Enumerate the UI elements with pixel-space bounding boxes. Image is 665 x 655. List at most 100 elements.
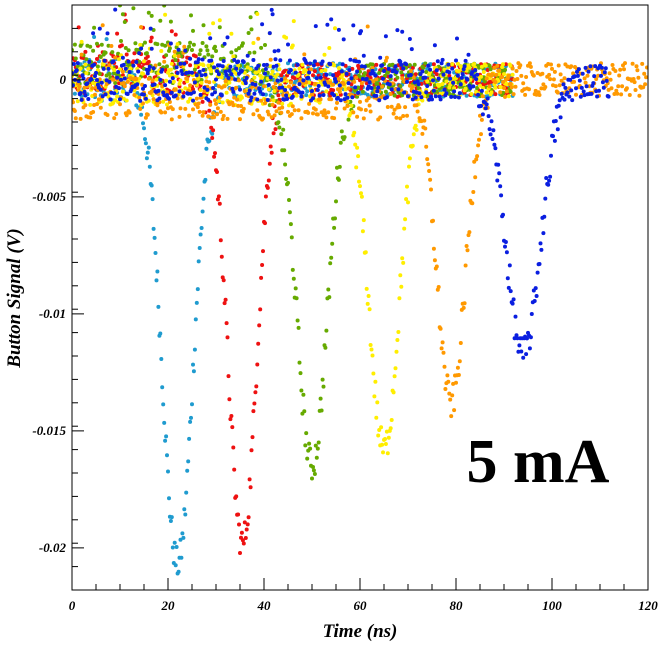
data-point: [394, 115, 399, 120]
data-point: [142, 59, 146, 64]
data-point: [407, 63, 412, 68]
data-point: [302, 409, 307, 414]
data-point: [169, 117, 174, 122]
data-point: [504, 89, 509, 94]
data-point: [313, 443, 318, 448]
data-point: [315, 446, 320, 451]
data-point: [380, 63, 385, 68]
data-point: [243, 536, 248, 540]
data-point: [162, 5, 167, 8]
data-point: [583, 65, 588, 70]
data-point: [515, 77, 520, 81]
data-point: [193, 64, 198, 68]
data-point: [552, 138, 557, 143]
data-point: [596, 73, 601, 78]
data-point: [548, 77, 553, 82]
data-point: [499, 193, 504, 198]
data-point: [166, 469, 170, 474]
data-point: [276, 48, 281, 53]
data-point: [484, 76, 489, 81]
data-point: [537, 262, 542, 266]
data-point: [622, 67, 626, 72]
data-point: [400, 76, 405, 81]
data-point: [253, 390, 258, 395]
data-point: [455, 365, 460, 370]
data-point: [87, 59, 92, 64]
data-point: [555, 90, 560, 95]
data-point: [423, 61, 428, 66]
data-point: [188, 63, 193, 68]
data-point: [146, 98, 151, 103]
data-point: [394, 70, 399, 75]
y-tick-label: 0: [60, 72, 67, 87]
data-point: [329, 97, 334, 102]
data-point: [355, 69, 360, 74]
data-point: [237, 522, 241, 527]
data-point: [492, 65, 497, 70]
data-point: [565, 90, 570, 95]
data-point: [301, 392, 306, 397]
data-point: [273, 57, 278, 62]
data-point: [88, 115, 93, 120]
data-point: [191, 28, 195, 33]
data-point: [398, 84, 403, 89]
data-point: [485, 96, 490, 101]
data-point: [325, 22, 330, 27]
data-point: [438, 326, 443, 331]
data-point: [88, 102, 93, 107]
data-point: [405, 79, 409, 84]
data-point: [354, 75, 359, 80]
data-point: [428, 177, 433, 182]
data-point: [328, 62, 333, 67]
data-point: [467, 230, 472, 235]
data-point: [169, 29, 174, 34]
data-point: [215, 106, 220, 111]
data-point: [383, 89, 388, 94]
data-point: [392, 374, 397, 379]
data-point: [256, 63, 261, 68]
data-point: [191, 90, 196, 95]
data-point: [424, 144, 429, 149]
data-point: [300, 90, 305, 95]
data-point: [360, 89, 365, 94]
data-point: [126, 48, 131, 53]
data-point: [404, 62, 409, 67]
data-point: [362, 71, 367, 76]
data-point: [115, 31, 120, 36]
data-point: [480, 94, 485, 99]
data-point: [618, 67, 623, 72]
data-point: [406, 94, 410, 99]
data-point: [432, 258, 437, 263]
data-point: [174, 65, 179, 70]
data-point: [486, 114, 491, 119]
data-point: [361, 116, 366, 121]
data-point: [274, 63, 279, 68]
data-point: [401, 260, 406, 265]
data-point: [120, 55, 125, 60]
data-point: [145, 54, 150, 59]
data-point: [346, 117, 351, 122]
data-point: [149, 89, 154, 94]
data-point: [636, 75, 641, 80]
data-point: [236, 512, 241, 517]
data-point: [415, 109, 420, 114]
data-point: [452, 408, 457, 413]
data-point: [149, 183, 154, 188]
data-point: [425, 79, 430, 84]
data-point: [528, 64, 533, 69]
data-point: [495, 178, 500, 183]
data-point: [440, 57, 445, 62]
data-point: [377, 98, 382, 103]
data-point: [556, 103, 561, 108]
data-point: [401, 66, 406, 71]
data-point: [467, 65, 472, 70]
data-point: [409, 47, 414, 52]
data-point: [90, 86, 95, 91]
data-point: [203, 72, 208, 77]
data-point: [247, 50, 252, 55]
data-point: [283, 76, 288, 81]
data-point: [89, 77, 94, 82]
data-point: [368, 343, 373, 347]
data-point: [222, 301, 227, 306]
data-point: [496, 162, 501, 167]
